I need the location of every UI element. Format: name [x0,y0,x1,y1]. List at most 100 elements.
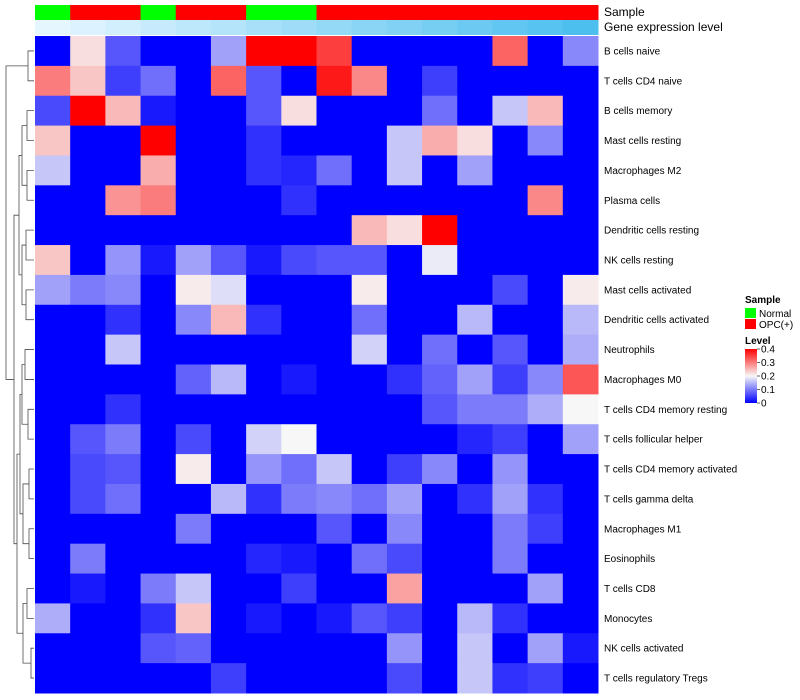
expression-cell [316,20,353,35]
dendrogram-branch [24,349,34,380]
heatmap-cell [70,603,106,634]
heatmap-cell [422,65,458,97]
legend-tick-label: 0 [761,399,767,410]
row-dendrogram [5,50,34,679]
heatmap-cell [492,155,529,186]
heatmap-cell [175,245,212,276]
heatmap-cell [210,185,247,216]
heatmap-cell [281,454,317,485]
heatmap-cell [351,364,388,395]
heatmap-cell [492,125,529,156]
heatmap-cell [105,454,142,485]
row-label: Plasma cells [604,196,660,207]
heatmap-cell [105,364,142,395]
sample-cell [35,5,71,20]
heatmap-cell [527,603,564,634]
legend-tick-label: 0.1 [761,385,775,396]
row-label: Mast cells activated [604,285,691,296]
row-label: Macrophages M2 [604,166,682,177]
heatmap-cell [457,125,493,156]
heatmap-cell [246,394,282,425]
sample-cell [175,5,212,20]
heatmap-cell [35,364,71,395]
legend-sample-title: Sample [745,295,781,306]
heatmap-cell [210,65,247,97]
heatmap-cell [492,65,529,97]
heatmap-cell [527,663,564,694]
row-label: T cells CD4 naive [604,76,683,87]
heatmap-cell [316,125,353,156]
heatmap-cell [351,36,388,67]
dendrogram-branch [26,169,34,201]
heatmap-cell [527,573,564,604]
heatmap-cell [140,274,177,306]
heatmap-cell [35,155,71,186]
heatmap-cell [316,364,353,395]
heatmap-cell [492,36,529,67]
heatmap-cell [105,543,142,575]
heatmap-cell [281,304,317,336]
heatmap-cell [386,483,423,515]
heatmap-cell [246,573,282,604]
heatmap-cell [70,36,106,67]
heatmap-cell [351,95,388,127]
heatmap-cell [527,36,564,67]
heatmap-cell [246,274,282,306]
heatmap-cell [351,245,388,276]
heatmap-cell [386,155,423,186]
heatmap-cell [105,603,142,634]
heatmap-cell [316,424,353,455]
heatmap-cell [246,65,282,97]
heatmap-cell [281,274,317,306]
heatmap-cell [140,394,177,425]
heatmap-cell [246,185,282,216]
sample-cell [70,5,106,20]
dendrogram-branch [26,588,34,619]
sample-cell [562,5,599,20]
heatmap-cell [351,483,388,515]
heatmap-cell [175,125,212,156]
heatmap-cell [316,245,353,276]
heatmap-cell [351,155,388,186]
row-label: Macrophages M1 [604,524,682,535]
heatmap-cell [281,185,317,216]
heatmap-cell [386,185,423,216]
sample-track-label: Sample [604,5,645,19]
heatmap-cell [210,334,247,365]
heatmap-cell [105,304,142,336]
heatmap-cell [35,454,71,485]
heatmap-cell [70,125,106,156]
expression-cell [105,20,142,35]
heatmap-cell [140,245,177,276]
heatmap-cell [492,454,529,485]
sample-cell [140,5,177,20]
heatmap-cell [70,454,106,485]
heatmap-cell [492,245,529,276]
heatmap-cell [210,245,247,276]
row-label: Dendritic cells resting [604,226,699,237]
heatmap-cell [457,394,493,425]
expression-cell [527,20,564,35]
heatmap-cell [316,603,353,634]
dendrogram-branch [21,125,27,186]
heatmap-cell [422,543,458,575]
heatmap-cell [351,185,388,216]
heatmap-cell [422,304,458,336]
heatmap-cell [35,125,71,156]
heatmap-cell [246,364,282,395]
heatmap-cell [527,424,564,455]
heatmap-cell [562,304,599,336]
heatmap-cell [457,185,493,216]
heatmap-cell [175,483,212,515]
heatmap-cell [562,424,599,455]
heatmap-cell [457,603,493,634]
heatmap-cell [175,95,212,127]
expression-cell [70,20,106,35]
heatmap-cell [386,274,423,306]
heatmap-cell [422,483,458,515]
heatmap-cell [105,125,142,156]
heatmap-cell [527,633,564,664]
heatmap-cell [70,633,106,664]
heatmap-cell [281,513,317,545]
heatmap-cell [316,573,353,604]
